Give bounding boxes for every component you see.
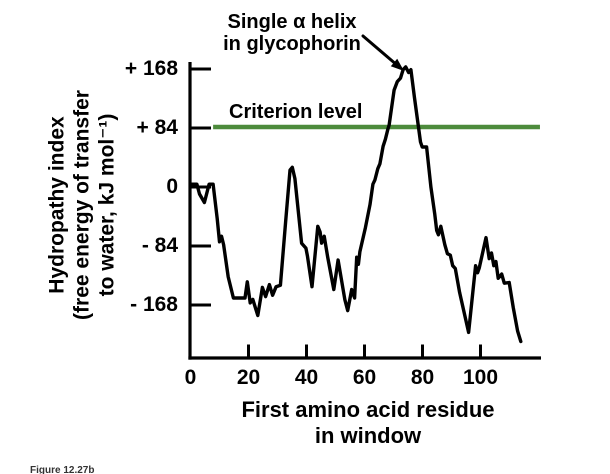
y-tick-label: - 168 <box>130 293 178 316</box>
x-tick-label: 60 <box>352 366 377 389</box>
x-axis-title: First amino acid residue in window <box>241 397 494 449</box>
x-axis-title-line2: in window <box>314 423 422 448</box>
peak-annotation: Single α helix in glycophorin <box>223 11 361 55</box>
x-tick-label: 40 <box>294 366 319 389</box>
x-tick-label: 100 <box>462 366 499 389</box>
y-tick-label: + 168 <box>124 57 178 80</box>
annotation-arrow-shaft <box>361 34 396 64</box>
x-tick-label: 80 <box>410 366 435 389</box>
y-tick-label: + 84 <box>136 116 178 139</box>
y-tick-label: 0 <box>166 175 178 198</box>
x-tick-label: 0 <box>184 366 197 389</box>
peak-annotation-line1: Single α helix <box>227 11 357 33</box>
x-axis-title-line1: First amino acid residue <box>241 397 495 422</box>
peak-annotation-line2: in glycophorin <box>223 33 361 55</box>
figure-caption: Figure 12.27b <box>30 465 95 474</box>
x-tick-label: 20 <box>236 366 261 389</box>
criterion-level-label: Criterion level <box>229 101 363 123</box>
y-tick-label: - 84 <box>141 234 178 257</box>
annotation-arrow-head <box>390 58 404 71</box>
hydropathy-curve <box>188 65 523 344</box>
